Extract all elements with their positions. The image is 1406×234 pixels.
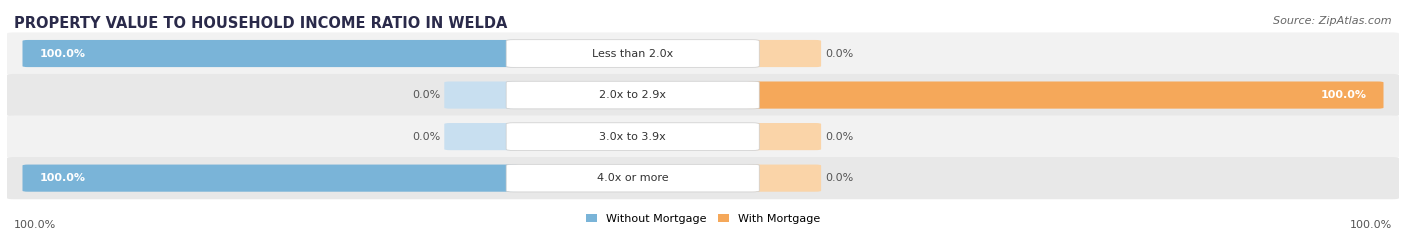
- FancyBboxPatch shape: [747, 40, 821, 67]
- FancyBboxPatch shape: [7, 157, 1399, 199]
- Text: 0.0%: 0.0%: [825, 132, 853, 142]
- FancyBboxPatch shape: [7, 116, 1399, 158]
- FancyBboxPatch shape: [506, 40, 759, 67]
- Text: 0.0%: 0.0%: [825, 48, 853, 58]
- FancyBboxPatch shape: [444, 123, 519, 150]
- FancyBboxPatch shape: [747, 165, 821, 192]
- FancyBboxPatch shape: [506, 123, 759, 150]
- FancyBboxPatch shape: [22, 40, 519, 67]
- FancyBboxPatch shape: [747, 81, 1384, 109]
- Text: 100.0%: 100.0%: [39, 173, 86, 183]
- Text: Less than 2.0x: Less than 2.0x: [592, 48, 673, 58]
- Text: 0.0%: 0.0%: [412, 132, 440, 142]
- Text: 100.0%: 100.0%: [14, 220, 56, 230]
- FancyBboxPatch shape: [506, 81, 759, 109]
- Text: 2.0x to 2.9x: 2.0x to 2.9x: [599, 90, 666, 100]
- FancyBboxPatch shape: [747, 123, 821, 150]
- Text: 100.0%: 100.0%: [1320, 90, 1367, 100]
- Text: PROPERTY VALUE TO HOUSEHOLD INCOME RATIO IN WELDA: PROPERTY VALUE TO HOUSEHOLD INCOME RATIO…: [14, 16, 508, 31]
- Text: 100.0%: 100.0%: [39, 48, 86, 58]
- Text: 100.0%: 100.0%: [1350, 220, 1392, 230]
- Text: 0.0%: 0.0%: [825, 173, 853, 183]
- FancyBboxPatch shape: [7, 74, 1399, 116]
- FancyBboxPatch shape: [7, 33, 1399, 75]
- FancyBboxPatch shape: [444, 81, 519, 109]
- FancyBboxPatch shape: [22, 165, 519, 192]
- Text: 0.0%: 0.0%: [412, 90, 440, 100]
- Text: 4.0x or more: 4.0x or more: [598, 173, 668, 183]
- Text: 3.0x to 3.9x: 3.0x to 3.9x: [599, 132, 666, 142]
- Text: Source: ZipAtlas.com: Source: ZipAtlas.com: [1274, 16, 1392, 26]
- Legend: Without Mortgage, With Mortgage: Without Mortgage, With Mortgage: [582, 209, 824, 228]
- FancyBboxPatch shape: [506, 164, 759, 192]
